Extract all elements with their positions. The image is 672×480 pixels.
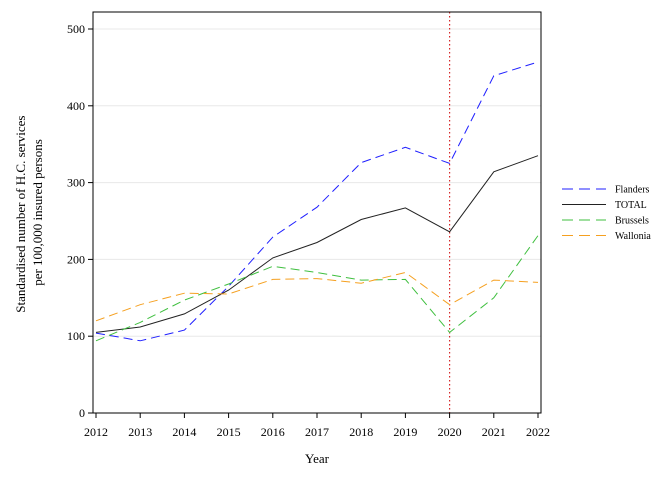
y-tick-label: 200 — [67, 252, 85, 266]
series-line-flanders — [95, 61, 539, 342]
legend-label: Brussels — [615, 216, 649, 227]
y-tick-label: 100 — [67, 329, 85, 343]
y-tick-label: 500 — [67, 22, 85, 36]
series-lines — [95, 61, 539, 342]
x-axis-title: Year — [305, 451, 330, 466]
x-tick-label: 2012 — [84, 425, 108, 439]
plot-frame — [92, 11, 542, 414]
y-tick-label: 400 — [67, 99, 85, 113]
x-tick-label: 2021 — [482, 425, 506, 439]
y-tick-label: 300 — [67, 176, 85, 190]
gridlines — [93, 28, 541, 337]
x-tick-label: 2016 — [261, 425, 285, 439]
legend-label: Flanders — [615, 185, 650, 196]
legend-label: TOTAL — [615, 200, 647, 211]
y-tick-label: 0 — [79, 406, 85, 420]
y-axis-ticks: 0 100 200 300 400 500 — [67, 22, 93, 420]
x-tick-label: 2019 — [393, 425, 417, 439]
y-axis-title: Standardised number of H.C. services per… — [13, 112, 45, 312]
x-tick-label: 2015 — [217, 425, 241, 439]
y-axis-title-line-2: per 100,000 insured persons — [30, 139, 45, 286]
x-tick-label: 2018 — [349, 425, 373, 439]
legend: Flanders TOTAL Brussels Wallonia — [562, 185, 651, 242]
x-tick-label: 2020 — [438, 425, 462, 439]
x-axis-ticks: 2012 2013 2014 2015 2016 2017 2018 2019 2020 2021… — [84, 413, 550, 439]
y-axis-title-line-1: Standardised number of H.C. services — [13, 116, 28, 313]
series-line-total — [95, 155, 539, 333]
series-line-wallonia — [95, 271, 539, 322]
x-tick-label: 2014 — [172, 425, 196, 439]
x-tick-label: 2022 — [526, 425, 550, 439]
x-tick-label: 2017 — [305, 425, 329, 439]
legend-label: Wallonia — [615, 231, 651, 242]
x-tick-label: 2013 — [128, 425, 152, 439]
series-line-brussels — [95, 235, 539, 342]
